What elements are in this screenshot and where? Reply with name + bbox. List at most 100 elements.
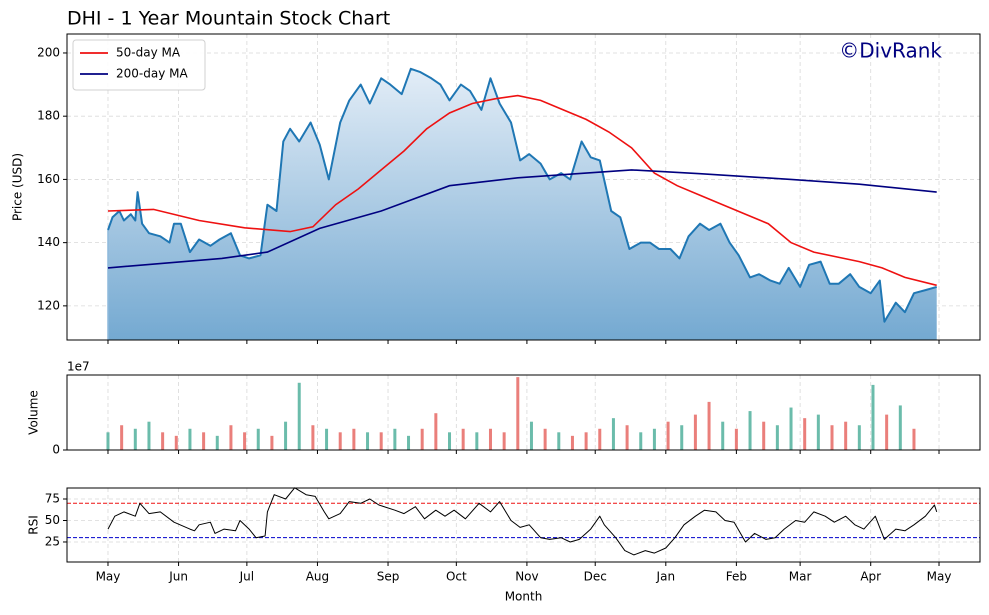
- legend-label: 50-day MA: [116, 46, 181, 60]
- volume-bar: [488, 428, 492, 450]
- ma-line: [107, 94, 937, 287]
- volume-bar: [325, 428, 329, 450]
- x-tick-label: Jul: [239, 570, 254, 584]
- volume-bar: [202, 432, 206, 450]
- volume-bar: [120, 425, 124, 450]
- volume-bar: [243, 432, 247, 450]
- volume-bar: [366, 432, 370, 450]
- x-tick-label: Oct: [446, 570, 467, 584]
- volume-bar: [652, 428, 656, 450]
- x-axis-label: Month: [505, 590, 543, 604]
- volume-bar: [133, 428, 137, 450]
- chart-title: DHI - 1 Year Mountain Stock Chart: [67, 8, 390, 30]
- volume-bar: [816, 414, 820, 450]
- volume-bar: [639, 432, 643, 450]
- y-tick-label: 200: [37, 45, 60, 59]
- plot-frame: [66, 33, 981, 341]
- volume-bar: [871, 384, 875, 450]
- y-axis-label: Price (USD): [11, 153, 25, 221]
- x-tick-label: Dec: [584, 570, 607, 584]
- volume-bar: [707, 401, 711, 450]
- volume-bar: [680, 425, 684, 450]
- x-tick-label: Jun: [168, 570, 188, 584]
- volume-bar: [598, 428, 602, 450]
- volume-bar: [803, 418, 807, 450]
- y-tick-label: 140: [37, 235, 60, 249]
- volume-bar: [420, 428, 424, 450]
- price-line: [107, 67, 937, 323]
- legend-label: 200-day MA: [116, 67, 188, 81]
- volume-bar: [885, 414, 889, 450]
- volume-bar: [734, 428, 738, 450]
- x-tick-label: Aug: [306, 570, 329, 584]
- volume-bar: [625, 425, 629, 450]
- plot-frame: [66, 487, 981, 563]
- y-axis-label: Volume: [27, 390, 41, 435]
- volume-bar: [584, 432, 588, 450]
- volume-bar: [284, 421, 288, 450]
- volume-bar: [393, 428, 397, 450]
- volume-bar: [461, 428, 465, 450]
- volume-bar: [502, 432, 506, 450]
- x-tick-label: Sep: [377, 570, 400, 584]
- volume-bar: [379, 432, 383, 450]
- volume-bar: [161, 432, 165, 450]
- y-tick-label: 180: [37, 109, 60, 123]
- volume-bar: [475, 432, 479, 450]
- y-tick-label: 0: [52, 443, 60, 457]
- y-tick-label: 50: [45, 513, 60, 527]
- offset-label: 1e7: [67, 360, 90, 374]
- volume-bar: [762, 421, 766, 450]
- volume-bar: [912, 428, 916, 450]
- volume-bar: [106, 432, 110, 450]
- volume-bar: [844, 421, 848, 450]
- y-tick-label: 75: [45, 492, 60, 506]
- x-tick-label: Mar: [789, 570, 812, 584]
- area-fill: [107, 68, 937, 341]
- y-tick-label: 160: [37, 172, 60, 186]
- volume-bar: [543, 428, 547, 450]
- volume-bar: [529, 421, 533, 450]
- volume-bar: [311, 425, 315, 450]
- volume-bar: [434, 413, 438, 450]
- x-tick-label: May: [927, 570, 952, 584]
- volume-bar: [666, 421, 670, 450]
- volume-bar: [693, 414, 697, 450]
- volume-bar: [721, 421, 725, 450]
- y-tick-label: 25: [45, 534, 60, 548]
- volume-bar: [898, 405, 902, 450]
- plot-frame: [66, 374, 981, 451]
- volume-bar: [407, 435, 411, 450]
- volume-bar: [229, 425, 233, 450]
- volume-bar: [188, 428, 192, 450]
- volume-bar: [352, 428, 356, 450]
- price-line: [107, 487, 938, 556]
- x-tick-label: Apr: [860, 570, 881, 584]
- volume-bar: [557, 432, 561, 450]
- watermark: ©DivRank: [839, 39, 942, 63]
- volume-bar: [748, 411, 752, 450]
- volume-bar: [857, 425, 861, 450]
- y-tick-label: 120: [37, 298, 60, 312]
- x-tick-label: May: [96, 570, 121, 584]
- x-tick-label: Jan: [656, 570, 676, 584]
- x-tick-label: Nov: [515, 570, 538, 584]
- volume-bar: [448, 432, 452, 450]
- volume-bar: [338, 432, 342, 450]
- volume-bar: [830, 425, 834, 450]
- volume-bar: [516, 377, 520, 450]
- volume-bar: [147, 421, 151, 450]
- volume-bar: [174, 435, 178, 450]
- x-tick-label: Feb: [726, 570, 747, 584]
- ma-line: [107, 169, 937, 269]
- volume-bar: [611, 418, 615, 450]
- volume-bar: [256, 428, 260, 450]
- volume-bar: [775, 425, 779, 450]
- volume-bar: [570, 435, 574, 450]
- volume-bar: [215, 435, 219, 450]
- volume-bar: [270, 435, 274, 450]
- volume-bar: [789, 407, 793, 450]
- y-axis-label: RSI: [27, 515, 41, 535]
